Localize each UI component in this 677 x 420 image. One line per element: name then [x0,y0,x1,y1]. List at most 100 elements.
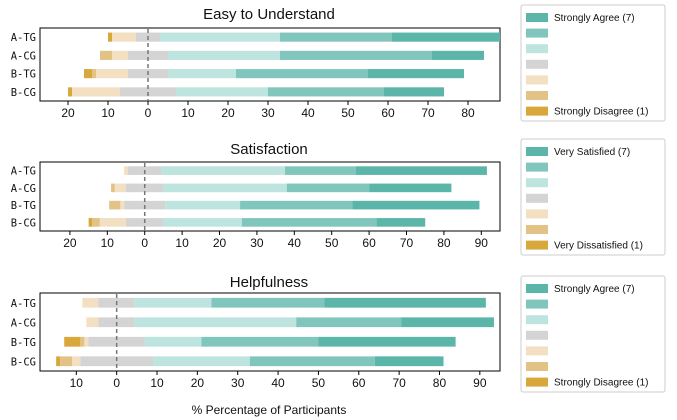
bar-segment [64,336,81,347]
x-tick-label: 0 [113,376,120,390]
panel-helpfulness: Helpfulness A-TG A-CG B-TG B-CG 10 0 10 20 30 40 5… [11,274,666,393]
bar-segment [60,356,73,367]
bar-segment [100,50,112,60]
panel-title: Helpfulness [230,274,308,291]
legend-swatch [526,284,548,293]
bar-segment [168,50,280,60]
bar-segment [318,336,456,347]
legend-swatch [526,315,548,325]
bar-segment [92,69,96,79]
legend-swatch [526,162,548,172]
bar-segment [163,183,287,193]
plot-frame [39,161,501,232]
x-tick-label: 80 [461,106,475,120]
row-label: A-TG [11,298,36,310]
row-label: B-CG [11,217,36,229]
legend-label: Very Satisfied (7) [554,147,630,158]
bar-segment [88,336,145,347]
x-tick-label: 20 [63,236,77,250]
bar-segment [99,218,127,227]
bar-segment [134,297,212,308]
bar-segment [296,317,402,328]
x-tick-label: 20 [191,376,205,390]
bar-segment [211,297,325,308]
x-tick-label: 70 [400,236,414,250]
legend-swatch [526,377,548,387]
bar-segment [268,87,384,97]
legend-swatch [526,225,548,234]
legend-box [520,275,666,393]
bar-segment [82,297,99,308]
row-label: B-CG [11,356,36,368]
bar-segment [432,50,484,60]
legend-label: Very Dissatisfied (1) [554,241,643,252]
row-label: A-TG [11,166,36,178]
legend-label: Strongly Disagree (1) [554,378,648,389]
row-label: B-TG [11,69,36,81]
bar-segment [92,218,100,227]
bar-segment [376,218,426,227]
x-tick-label: 70 [421,106,435,120]
bar-segment [84,69,92,79]
x-tick-label: 10 [175,236,189,250]
legend-swatch [526,44,548,54]
x-tick-label: 20 [213,236,227,250]
x-tick-label: 40 [288,236,302,250]
bar-segment [392,32,500,42]
bar-segment [280,32,392,42]
bar-segment [249,356,375,367]
row-label: A-TG [11,32,36,44]
bar-segment [176,87,268,97]
legend-swatch [526,13,548,22]
bar-segment [80,356,153,367]
bar-segment [111,183,115,193]
x-tick-label: 20 [221,106,235,120]
legend-swatch [526,59,548,69]
x-tick-label: 60 [381,106,395,120]
bar-segment [86,317,99,328]
bar-segment [112,32,136,42]
x-tick-label: 40 [271,376,285,390]
row-label: A-CG [11,317,36,329]
bar-segment [240,200,353,210]
legend-swatch [526,91,548,100]
legend-box [520,138,666,256]
panel-title: Satisfaction [230,141,308,158]
bar-segment [368,69,464,79]
x-tick-label: 10 [101,106,115,120]
bar-segment [88,218,93,227]
legend-swatch [526,178,548,188]
legend-swatch [526,240,548,250]
legend-label: Strongly Disagree (1) [554,107,648,118]
bar-segment [72,356,81,367]
row-label: B-CG [11,87,36,99]
x-tick-label: 0 [141,236,148,250]
bar-segment [369,183,452,193]
row-label: B-TG [11,337,36,349]
bar-segment [374,356,444,367]
bar-segment [384,87,444,97]
bar-segment [284,166,357,175]
x-tick-label: 50 [325,236,339,250]
legend-box [520,4,666,122]
bar-segment [163,218,242,227]
bar-segment [56,356,61,367]
x-tick-label: 90 [473,376,487,390]
bar-segment [96,69,128,79]
x-tick-label: 70 [392,376,406,390]
bar-segment [356,166,487,175]
legend-swatch [526,147,548,156]
x-tick-label: 80 [437,236,451,250]
x-tick-label: 90 [475,236,489,250]
bar-segment [352,200,480,210]
row-label: A-CG [11,183,36,195]
x-tick-label: 30 [231,376,245,390]
bar-segment [80,336,85,347]
bar-segment [114,183,127,193]
x-tick-label: 30 [261,106,275,120]
row-label: B-TG [11,200,36,212]
bar-segment [324,297,486,308]
x-tick-label: 60 [362,236,376,250]
x-tick-label: 10 [150,376,164,390]
